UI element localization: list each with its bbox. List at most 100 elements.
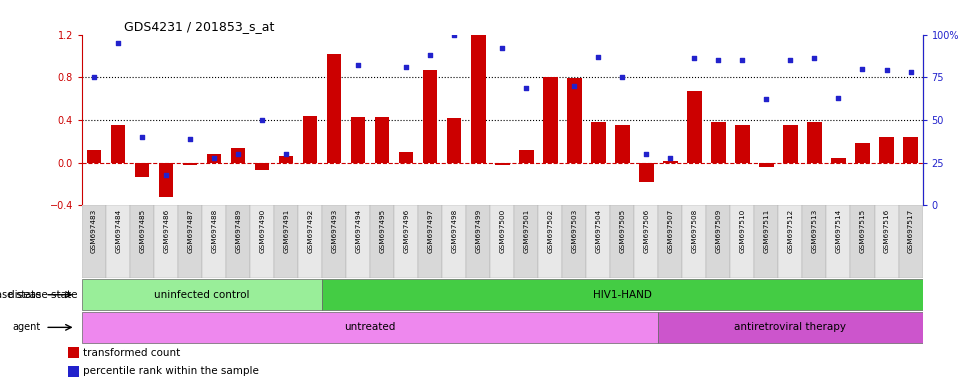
Bar <box>567 78 582 163</box>
Text: GSM697491: GSM697491 <box>283 209 289 253</box>
Point <box>782 57 798 63</box>
Point <box>639 151 654 157</box>
Text: GSM697516: GSM697516 <box>884 209 890 253</box>
Text: GSM697507: GSM697507 <box>668 209 673 253</box>
Bar <box>250 205 274 278</box>
Text: GSM697495: GSM697495 <box>380 209 385 253</box>
Bar <box>111 125 126 163</box>
Point <box>831 95 846 101</box>
Point <box>614 74 630 80</box>
Text: GSM697510: GSM697510 <box>739 209 746 253</box>
Text: GSM697497: GSM697497 <box>427 209 434 253</box>
Point <box>543 1 558 7</box>
Bar <box>467 205 491 278</box>
Text: GSM697517: GSM697517 <box>907 209 914 253</box>
Bar <box>82 279 323 310</box>
Bar <box>82 205 106 278</box>
Text: GSM697486: GSM697486 <box>163 209 169 253</box>
Bar <box>615 125 630 163</box>
Bar <box>639 163 654 182</box>
Bar <box>611 205 635 278</box>
Text: disease state: disease state <box>0 290 41 300</box>
Text: GSM697515: GSM697515 <box>860 209 866 253</box>
Text: GDS4231 / 201853_s_at: GDS4231 / 201853_s_at <box>124 20 274 33</box>
Bar <box>659 312 923 343</box>
Point <box>446 31 462 38</box>
Bar <box>687 91 701 163</box>
Bar <box>827 205 850 278</box>
Text: agent: agent <box>13 322 41 333</box>
Point <box>302 1 318 7</box>
Text: GSM697508: GSM697508 <box>692 209 697 253</box>
Bar <box>538 205 562 278</box>
Bar <box>207 154 221 163</box>
Bar <box>562 205 586 278</box>
Bar <box>323 279 923 310</box>
Bar <box>711 122 725 163</box>
Text: untreated: untreated <box>345 322 396 333</box>
Text: GSM697496: GSM697496 <box>403 209 410 253</box>
Bar <box>754 205 779 278</box>
Bar <box>664 161 677 163</box>
Text: GSM697505: GSM697505 <box>619 209 625 253</box>
Bar <box>255 163 270 170</box>
Point <box>351 62 366 68</box>
Bar <box>423 70 438 163</box>
Bar <box>659 205 682 278</box>
Bar <box>706 205 730 278</box>
Point <box>735 57 751 63</box>
Point <box>422 52 438 58</box>
Text: GSM697512: GSM697512 <box>787 209 793 253</box>
Text: GSM697489: GSM697489 <box>235 209 242 253</box>
Bar <box>496 163 509 165</box>
Text: GSM697493: GSM697493 <box>331 209 337 253</box>
Bar <box>178 205 202 278</box>
Point <box>158 172 174 178</box>
Bar <box>68 366 79 376</box>
Point <box>855 66 870 72</box>
Text: GSM697498: GSM697498 <box>451 209 457 253</box>
Text: GSM697492: GSM697492 <box>307 209 313 253</box>
Point <box>758 96 774 103</box>
Bar <box>87 150 101 163</box>
Bar <box>514 205 538 278</box>
Text: GSM697483: GSM697483 <box>91 209 98 253</box>
Text: disease state: disease state <box>8 290 77 300</box>
Text: GSM697494: GSM697494 <box>355 209 361 253</box>
Point <box>495 45 510 51</box>
Text: GSM697501: GSM697501 <box>524 209 529 253</box>
Point <box>327 1 342 7</box>
Point <box>207 154 222 161</box>
Point <box>399 64 414 70</box>
Point <box>231 151 246 157</box>
Text: GSM697502: GSM697502 <box>548 209 554 253</box>
Text: GSM697499: GSM697499 <box>475 209 481 253</box>
Bar <box>682 205 706 278</box>
Bar <box>346 205 370 278</box>
Bar <box>519 150 533 163</box>
Bar <box>735 125 750 163</box>
Bar <box>135 163 150 177</box>
Bar <box>327 54 341 163</box>
Text: GSM697504: GSM697504 <box>595 209 602 253</box>
Bar <box>106 205 130 278</box>
Text: GSM697488: GSM697488 <box>212 209 217 253</box>
Point <box>254 117 270 123</box>
Bar <box>591 122 606 163</box>
Bar <box>418 205 442 278</box>
Point <box>807 55 822 61</box>
Point <box>278 151 294 157</box>
Point <box>110 40 126 46</box>
Bar <box>303 116 318 163</box>
Bar <box>202 205 226 278</box>
Bar <box>442 205 467 278</box>
Text: GSM697513: GSM697513 <box>811 209 817 253</box>
Bar <box>68 347 79 358</box>
Bar <box>850 205 874 278</box>
Text: GSM697490: GSM697490 <box>259 209 266 253</box>
Bar <box>155 205 178 278</box>
Point <box>567 83 582 89</box>
Text: GSM697500: GSM697500 <box>499 209 505 253</box>
Bar <box>323 205 346 278</box>
Bar <box>808 122 822 163</box>
